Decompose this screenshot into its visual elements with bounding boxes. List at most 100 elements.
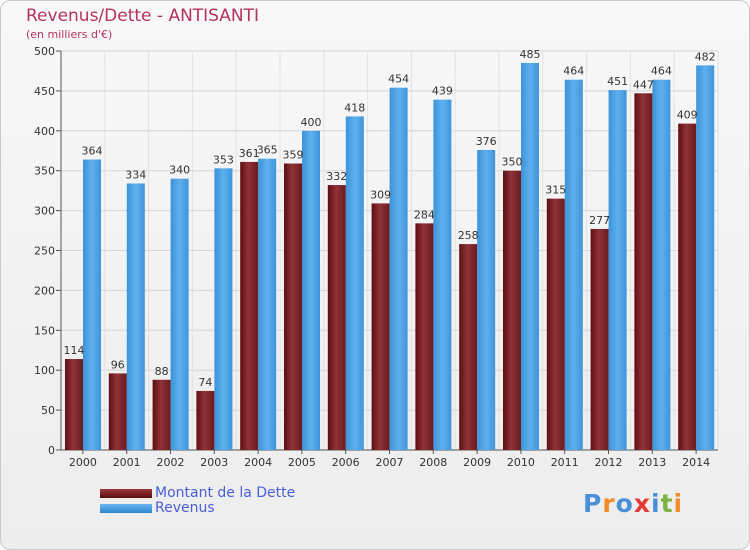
data-label: 332	[326, 170, 347, 183]
x-tick-label: 2000	[69, 456, 97, 469]
data-label: 409	[677, 109, 698, 122]
bar-revenus	[652, 79, 671, 450]
y-tick-label: 500	[34, 45, 55, 58]
x-tick-label: 2006	[332, 456, 360, 469]
data-label: 350	[502, 156, 523, 169]
data-label: 400	[301, 116, 322, 129]
data-label: 464	[563, 65, 584, 78]
chart-title: Revenus/Dette - ANTISANTI	[26, 6, 260, 26]
bar-dette	[327, 185, 346, 450]
labels: 0 50 100 150 200 250 300 350 400 450 500 114 364 2000…	[34, 45, 716, 469]
bar-revenus	[345, 116, 364, 450]
y-tick-label: 50	[41, 404, 55, 417]
data-label: 284	[414, 208, 435, 221]
logo-letter: i	[651, 489, 661, 518]
data-label: 114	[64, 344, 85, 357]
x-tick-label: 2009	[463, 456, 491, 469]
x-tick-label: 2012	[595, 456, 623, 469]
bar-revenus	[608, 90, 627, 451]
logo-letter: t	[660, 489, 674, 518]
x-tick-label: 2005	[288, 456, 316, 469]
x-tick-label: 2001	[113, 456, 141, 469]
bar-revenus	[433, 99, 452, 450]
x-tick-label: 2008	[419, 456, 447, 469]
bar-dette	[459, 244, 478, 450]
x-tick-label: 2013	[638, 456, 666, 469]
data-label: 334	[125, 168, 146, 181]
data-label: 88	[155, 365, 169, 378]
bar-revenus	[83, 159, 101, 450]
bar-dette	[678, 123, 697, 451]
bar-dette	[284, 163, 302, 450]
data-label: 353	[213, 153, 234, 166]
legend-swatch-dette	[100, 489, 152, 498]
proxiti-logo: Proxiti	[583, 489, 683, 518]
legend-label-dette: Montant de la Dette	[155, 485, 296, 501]
data-label: 447	[633, 78, 654, 91]
x-tick-label: 2010	[507, 456, 535, 469]
bar-dette	[152, 379, 171, 450]
bar-revenus	[170, 178, 189, 450]
logo-letter: P	[583, 489, 603, 518]
x-tick-label: 2003	[200, 456, 228, 469]
data-label: 309	[370, 188, 391, 201]
data-label: 361	[239, 147, 260, 160]
x-tick-label: 2007	[376, 456, 404, 469]
y-tick-label: 100	[34, 364, 55, 377]
logo-letter: i	[673, 489, 684, 518]
x-tick-label: 2014	[682, 456, 710, 469]
bar-dette	[240, 161, 259, 450]
data-label: 74	[198, 376, 212, 389]
y-tick-label: 300	[34, 205, 55, 218]
legend-label-revenus: Revenus	[155, 500, 215, 516]
data-label: 464	[651, 65, 672, 78]
data-label: 439	[432, 85, 453, 98]
y-tick-label: 150	[34, 324, 55, 337]
bar-revenus	[126, 183, 145, 450]
logo-letter: x	[633, 489, 651, 518]
bar-revenus	[389, 87, 408, 450]
y-tick-label: 0	[48, 444, 55, 457]
y-tick-label: 250	[34, 245, 55, 258]
data-label: 96	[111, 358, 125, 371]
x-tick-label: 2011	[551, 456, 579, 469]
bar-dette	[634, 93, 653, 450]
data-label: 418	[344, 101, 365, 114]
bar-revenus	[477, 149, 496, 450]
data-label: 451	[607, 75, 628, 88]
data-label: 277	[589, 214, 610, 227]
bar-dette	[546, 198, 565, 450]
data-label: 359	[283, 149, 304, 162]
data-label: 454	[388, 73, 409, 86]
bar-dette	[503, 170, 521, 450]
data-label: 340	[169, 164, 190, 177]
bar-revenus	[258, 158, 277, 451]
data-label: 365	[257, 144, 278, 157]
bar-revenus	[564, 79, 583, 450]
legend-swatch-revenus	[100, 504, 152, 513]
bar-revenus	[696, 65, 715, 450]
logo-letter: r	[602, 489, 616, 518]
y-tick-label: 400	[34, 125, 55, 138]
logo-letter: o	[615, 489, 634, 518]
bar-dette	[415, 223, 434, 450]
bar-dette	[196, 390, 215, 450]
bar-dette	[371, 203, 390, 450]
bar-revenus	[214, 168, 233, 450]
data-label: 364	[82, 145, 103, 158]
bar-dette	[65, 359, 83, 450]
data-label: 485	[520, 48, 541, 61]
data-label: 258	[458, 229, 479, 242]
data-label: 315	[545, 184, 566, 197]
y-tick-label: 450	[34, 85, 55, 98]
y-tick-label: 200	[34, 284, 55, 297]
bar-dette	[590, 228, 609, 450]
chart-subtitle: (en milliers d'€)	[26, 28, 113, 41]
bar-dette	[108, 373, 127, 450]
data-label: 376	[476, 135, 497, 148]
bar-revenus	[302, 130, 320, 451]
y-tick-label: 350	[34, 165, 55, 178]
data-label: 482	[695, 50, 716, 63]
x-tick-label: 2002	[157, 456, 185, 469]
